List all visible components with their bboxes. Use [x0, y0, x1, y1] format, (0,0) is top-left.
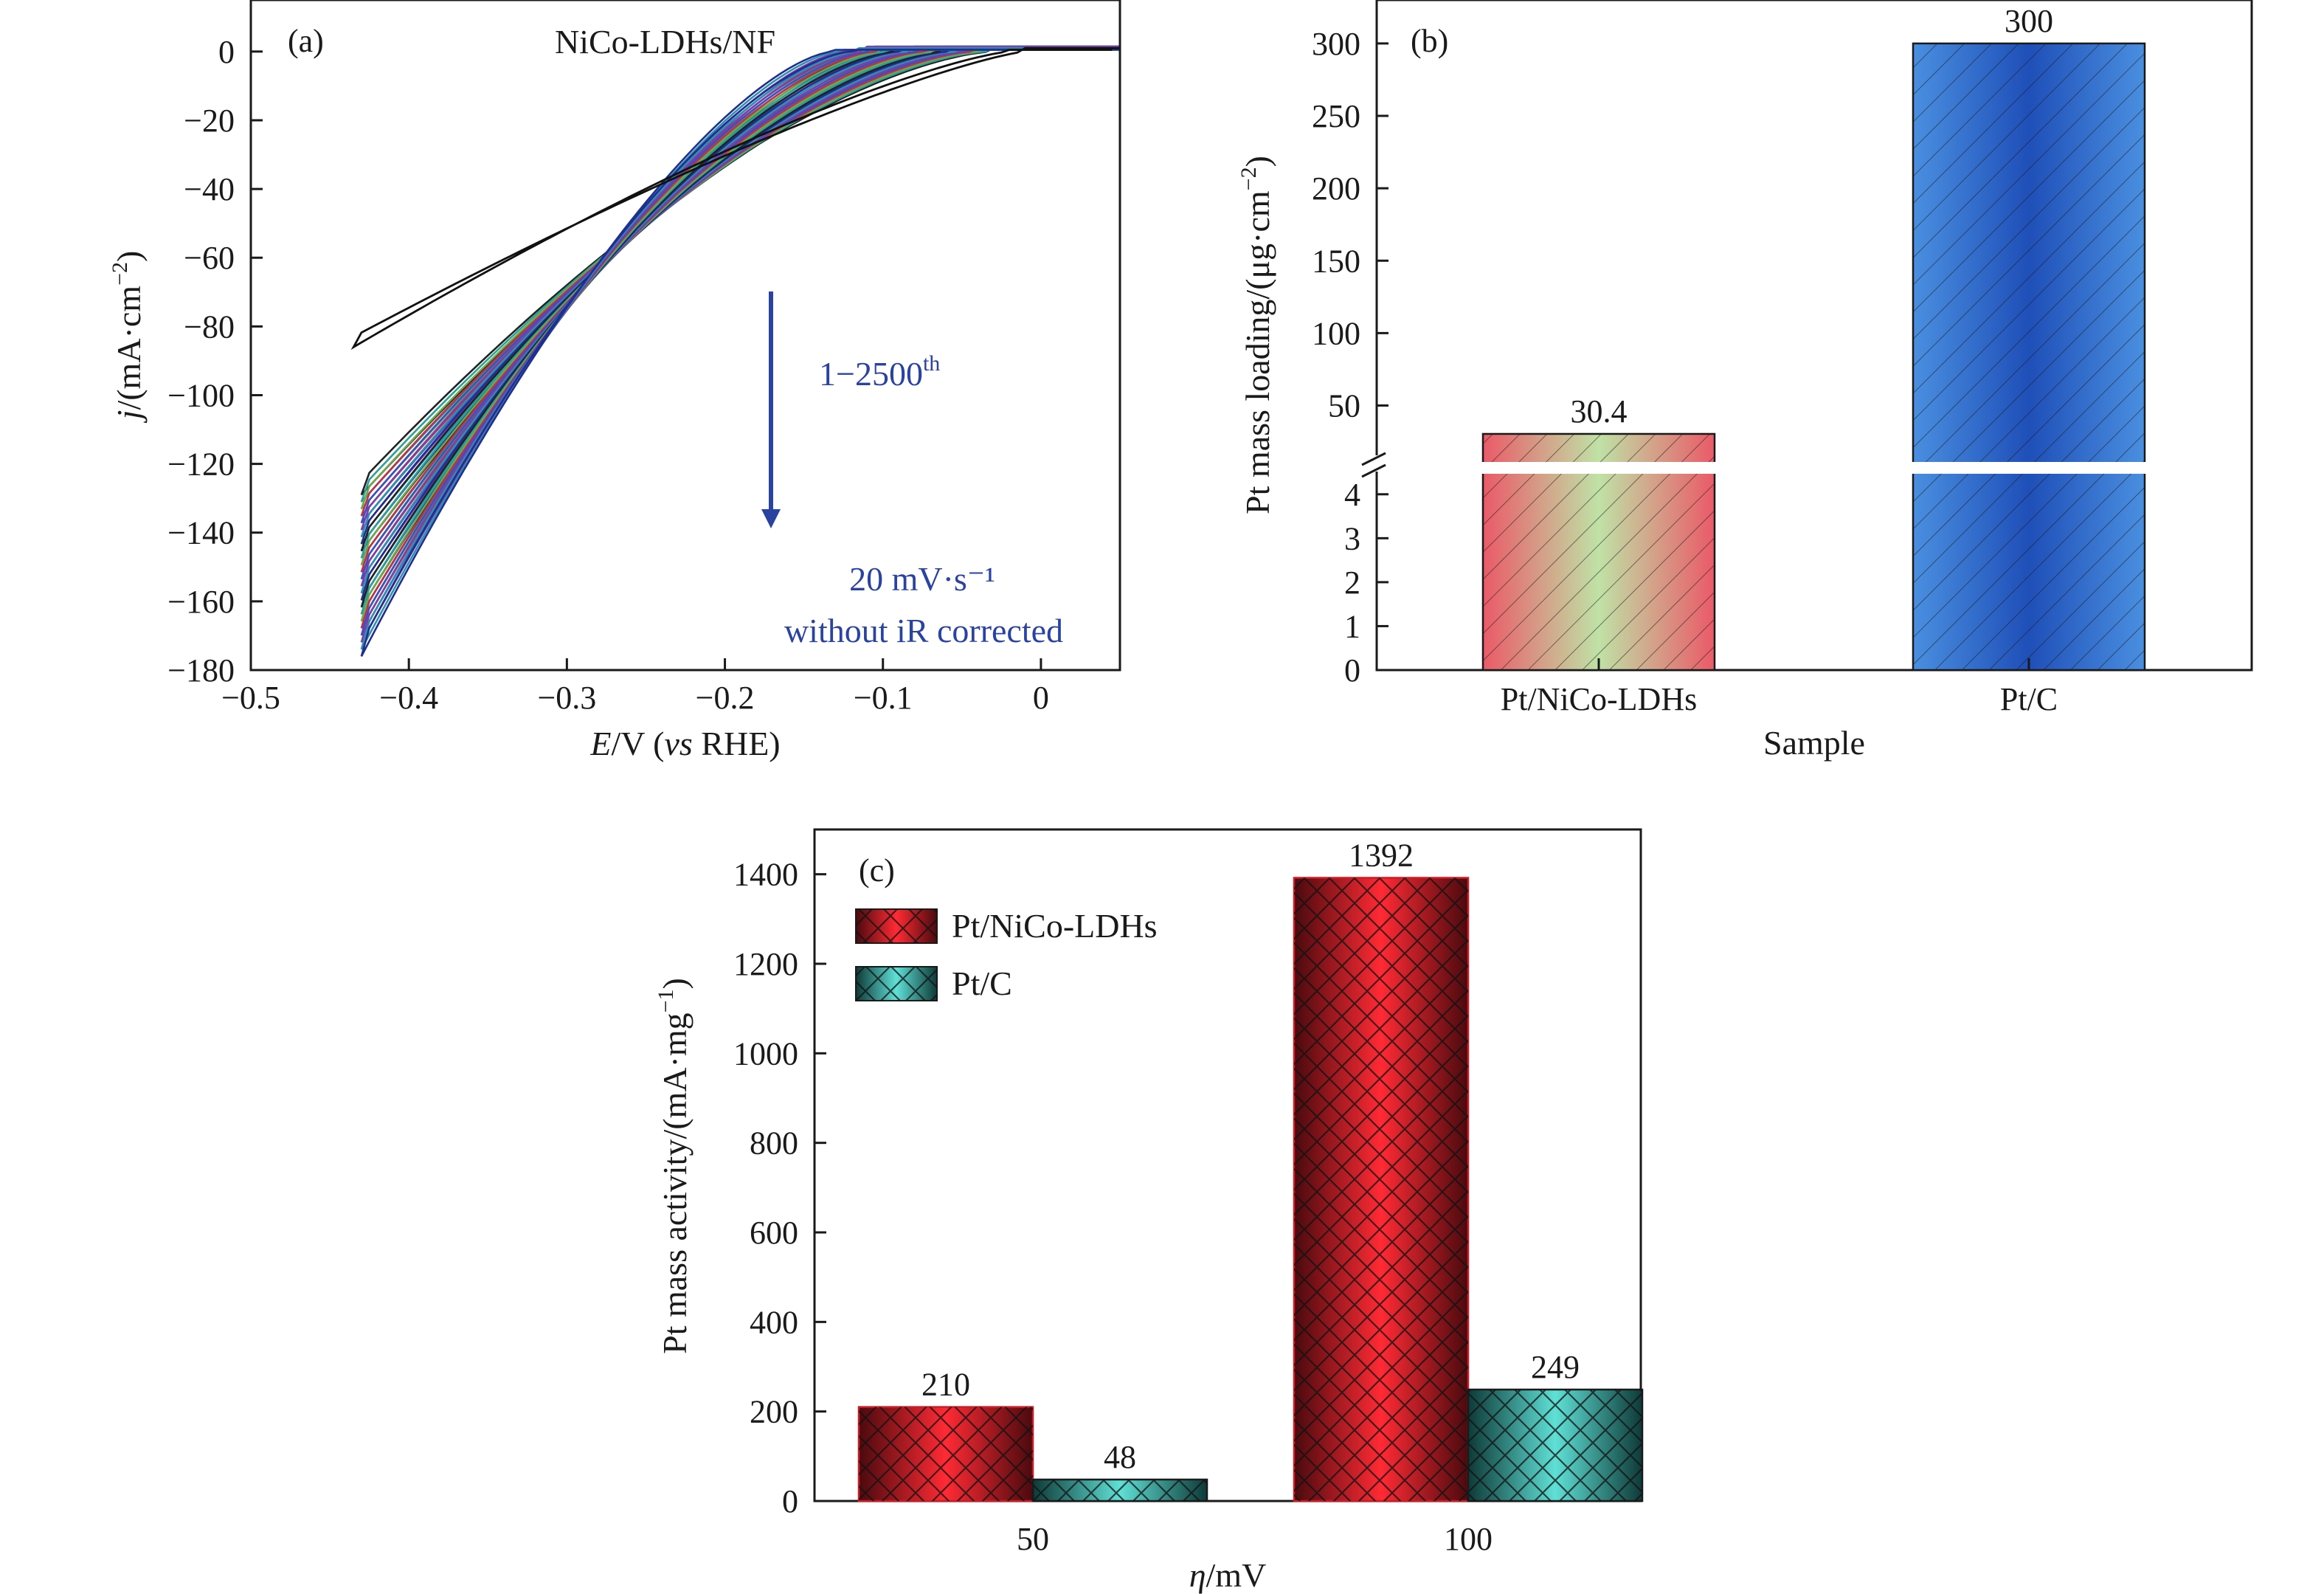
- a-x-tick-label: −0.5: [221, 680, 280, 716]
- b-y-tick-label: 200: [1312, 170, 1360, 207]
- legend-label-pt-c: Pt/C: [952, 965, 1012, 1002]
- b-y-tick-label: 300: [1312, 26, 1360, 62]
- axis-break: [1361, 452, 1386, 478]
- a-x-tick-label: −0.3: [537, 680, 596, 716]
- b-break-band: [1378, 462, 2250, 474]
- a-y-axis-title: j/(mA·cm−2): [108, 251, 148, 424]
- c-bar-hatch: [1294, 877, 1468, 1501]
- b-bar-value-label: 300: [2005, 3, 2053, 39]
- c-legend: Pt/NiCo-LDHs Pt/C: [855, 907, 1158, 1002]
- b-bars: 30.4 Pt/NiCo-LDHs 300 Pt/C: [1378, 3, 2250, 717]
- b-x-axis-title: Sample: [1763, 724, 1865, 762]
- ir-note-label: without iR corrected: [784, 612, 1063, 649]
- b-y-axis-title: Pt mass loading/(μg·cm−2): [1237, 156, 1276, 514]
- legend-label-pt-nico: Pt/NiCo-LDHs: [952, 907, 1158, 945]
- c-bars: 210 1392 48 249: [857, 838, 1644, 1502]
- cv-curves: [350, 45, 1120, 657]
- b-y-tick-label: 0: [1344, 652, 1360, 689]
- cv-curve-first-cycle: [350, 46, 1120, 351]
- a-title: NiCo-LDHs/NF: [555, 23, 775, 61]
- b-y-tick-label: 50: [1328, 388, 1360, 424]
- legend-swatch-pt-nico-hatch: [856, 909, 937, 943]
- b-y-tick-label: 2: [1344, 565, 1360, 601]
- a-y-tick-label: −60: [184, 240, 235, 276]
- c-bar-value-label: 48: [1104, 1439, 1136, 1475]
- a-y-tick-label: −140: [167, 515, 235, 551]
- c-bar-hatch: [859, 1407, 1033, 1501]
- c-y-tick-label: 200: [750, 1394, 798, 1430]
- a-y-tick-label: −160: [167, 584, 235, 620]
- b-y-tick-label: 250: [1312, 98, 1360, 134]
- a-x-axis-title: E/V (vs RHE): [589, 725, 780, 762]
- c-panel-tag: (c): [859, 852, 895, 889]
- b-y-tick-label: 150: [1312, 243, 1360, 279]
- c-bar-value-label: 249: [1531, 1349, 1580, 1385]
- c-axis-ticks: 0 200 400 600 800 1000 1200 1400 50 100: [733, 857, 1493, 1557]
- cycle-sup: th: [923, 351, 940, 376]
- c-y-tick-label: 1200: [733, 946, 798, 982]
- b-y-tick-label: 100: [1312, 315, 1360, 351]
- b-x-tick-label: Pt/NiCo-LDHs: [1501, 681, 1697, 717]
- a-y-tick-label: −120: [167, 446, 235, 483]
- c-x-axis-title: η/mV: [1189, 1556, 1267, 1594]
- cycle-range: 1−2500: [819, 355, 923, 393]
- c-y-tick-label: 1000: [733, 1035, 798, 1072]
- cv-curve: [360, 48, 1120, 657]
- b-bar-hatch: [1913, 43, 2145, 670]
- b-y-tick-label: 3: [1344, 520, 1360, 556]
- c-y-tick-label: 1400: [733, 857, 798, 893]
- a-x-tick-label: −0.2: [696, 680, 755, 716]
- a-x-tick-label: −0.4: [379, 680, 438, 716]
- panel-a: −0.5 −0.4 −0.3 −0.2 −0.1 0 0 −20 −40 −60 −80 −100 −1…: [108, 0, 1121, 762]
- a-x-tick-label: −0.1: [854, 680, 913, 716]
- c-y-tick-label: 800: [750, 1125, 798, 1162]
- scan-rate-label: 20 mV·s⁻¹: [849, 560, 995, 598]
- c-y-tick-label: 600: [750, 1215, 798, 1251]
- a-y-tick-label: −80: [184, 308, 235, 345]
- c-plot-frame: [813, 828, 1642, 1502]
- c-bar-hatch: [1468, 1389, 1642, 1501]
- c-y-tick-label: 400: [750, 1304, 798, 1340]
- a-y-tick-label: 0: [218, 34, 235, 70]
- legend-swatch-pt-c-hatch: [856, 967, 937, 1001]
- cycle-label: 1−2500th: [819, 351, 940, 393]
- b-bar-value-label: 30.4: [1571, 393, 1628, 429]
- c-bar-value-label: 1392: [1349, 838, 1414, 874]
- a-y-tick-label: −40: [184, 171, 235, 207]
- panel-c: 210 1392 48 249 0 200 400 600 800 1000 1200 1400 50…: [654, 828, 1644, 1594]
- c-bar-value-label: 210: [921, 1367, 970, 1403]
- c-y-axis-title: Pt mass activity/(mA·mg−1): [654, 978, 694, 1354]
- b-x-tick-label: Pt/C: [2000, 681, 2058, 717]
- a-y-tick-label: −100: [167, 377, 235, 413]
- a-axis-ticks: −0.5 −0.4 −0.3 −0.2 −0.1 0 0 −20 −40 −60 −80 −100 −1…: [167, 34, 1049, 716]
- c-bar-hatch: [1033, 1479, 1207, 1501]
- a-y-tick-label: −180: [167, 652, 235, 689]
- a-x-tick-label: 0: [1033, 680, 1049, 716]
- b-y-tick-label: 4: [1344, 477, 1360, 513]
- c-x-tick-label: 100: [1444, 1521, 1493, 1557]
- b-panel-tag: (b): [1411, 23, 1448, 59]
- a-y-tick-label: −20: [184, 103, 235, 139]
- b-plot-frame: [1375, 0, 2253, 672]
- a-panel-tag: (a): [288, 23, 324, 59]
- c-x-tick-label: 50: [1017, 1521, 1049, 1557]
- a-plot-frame: [249, 0, 1121, 672]
- cycle-arrowhead: [761, 509, 781, 528]
- c-y-tick-label: 0: [782, 1483, 798, 1519]
- b-axis-ticks: 50 100 150 200 250 300 0 1 2 3 4: [1312, 26, 2030, 689]
- b-y-tick-label: 1: [1344, 608, 1360, 644]
